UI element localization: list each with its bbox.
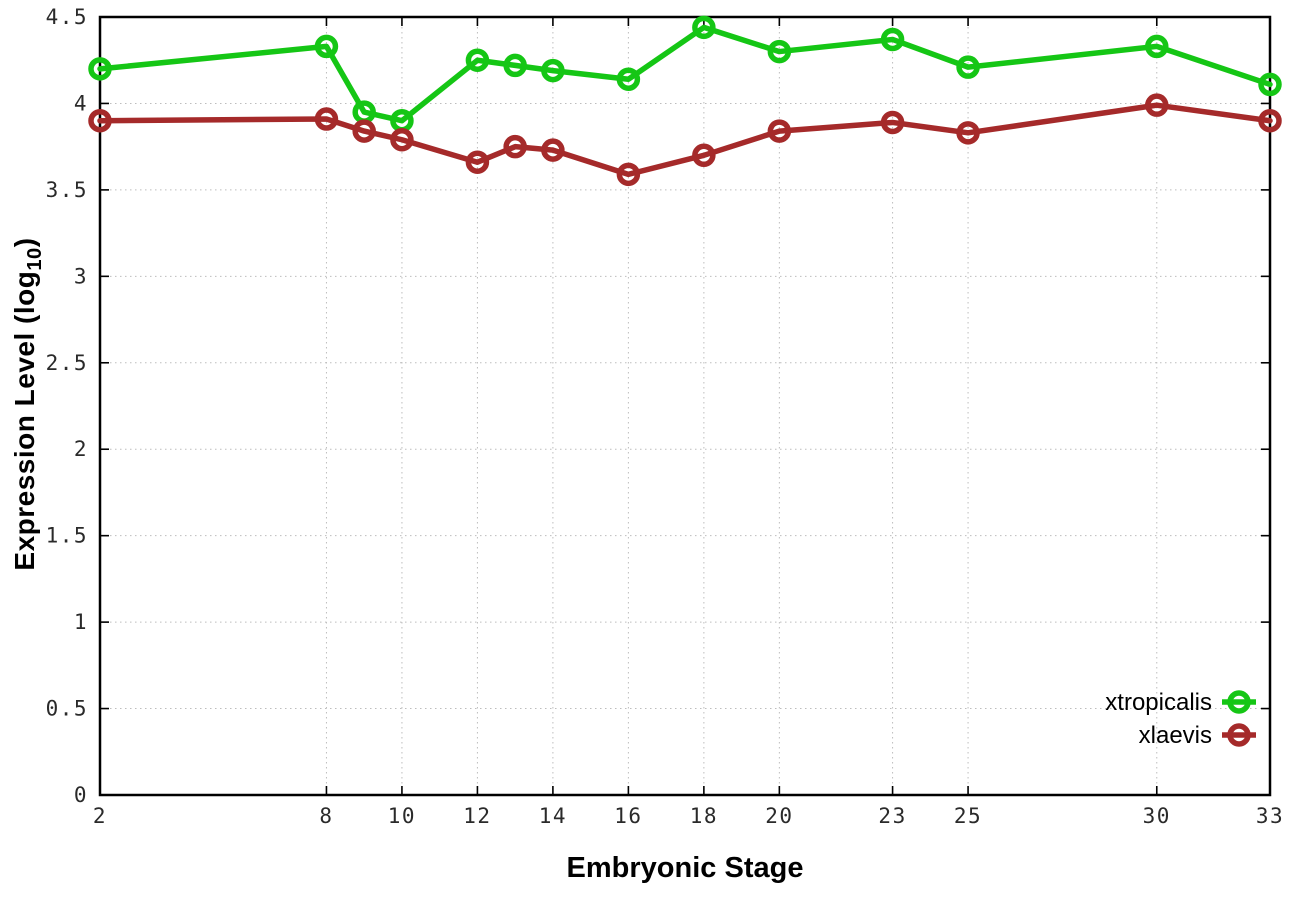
y-tick-labels: 0 0.5 1 1.5 2 2.5 3 3.5 4 4.5 [46,5,88,807]
svg-text:20: 20 [765,804,793,828]
data-point-marker [314,107,339,131]
legend-item-xtropicalis: xtropicalis [1105,689,1256,716]
data-point-marker [956,55,980,79]
data-point-marker [616,162,641,187]
y-axis-title: Expression Level (log10) [9,237,47,570]
plot-border [98,15,1272,797]
legend-label: xtropicalis [1105,689,1212,716]
legend: xtropicalis xlaevis [1105,689,1256,749]
svg-text:1: 1 [74,610,88,634]
svg-text:2: 2 [93,804,107,828]
series-xlaevis [88,93,1282,187]
data-point-marker [616,67,641,91]
gridlines [99,16,1271,796]
legend-label: xlaevis [1139,722,1212,749]
svg-text:25: 25 [954,804,982,828]
data-point-marker [503,53,527,78]
data-point-marker [1258,72,1282,97]
data-point-marker [352,119,376,143]
svg-text:12: 12 [463,804,491,828]
x-tick-labels: 2 8 10 12 14 16 18 20 23 25 30 33 [93,804,1284,828]
svg-text:0.5: 0.5 [46,697,88,721]
data-point-marker [880,27,905,52]
svg-text:8: 8 [319,804,333,828]
data-point-marker [956,121,980,145]
svg-text:16: 16 [614,804,642,828]
data-point-marker [1258,108,1282,133]
svg-text:3.5: 3.5 [46,178,88,202]
y-axis-title-suffix: ) [9,237,41,248]
data-point-marker [314,34,339,59]
data-point-marker [1145,93,1169,117]
svg-text:14: 14 [539,804,567,828]
data-point-marker [88,57,112,81]
svg-text:10: 10 [388,804,416,828]
data-point-marker [692,15,716,40]
data-point-marker [503,134,527,159]
legend-marker [1227,723,1251,747]
data-point-marker [692,143,716,168]
svg-text:33: 33 [1256,804,1284,828]
y-axis-title-text: Expression Level (log [9,270,41,571]
svg-text:4.5: 4.5 [46,5,88,29]
svg-text:23: 23 [878,804,906,828]
data-point-marker [880,110,905,135]
data-point-marker [465,48,490,72]
data-point-marker [390,128,414,152]
legend-item-xlaevis: xlaevis [1139,722,1256,749]
data-point-marker [465,150,490,174]
data-point-marker [88,108,112,133]
svg-text:1.5: 1.5 [46,524,88,548]
data-point-marker [541,138,565,162]
svg-text:2.5: 2.5 [46,351,88,375]
svg-text:2: 2 [74,437,88,461]
svg-text:3: 3 [74,264,88,288]
data-point-marker [1145,34,1169,59]
legend-marker [1227,690,1251,714]
svg-text:4: 4 [74,91,88,115]
svg-text:0: 0 [74,783,88,807]
svg-text:18: 18 [690,804,718,828]
x-axis-title: Embryonic Stage [566,852,804,884]
data-point-marker [541,58,565,83]
y-axis-title-subscript: 10 [23,247,46,271]
data-point-marker [767,119,792,143]
data-point-marker [767,39,792,64]
svg-text:30: 30 [1143,804,1171,828]
tick-marks [99,16,1271,796]
